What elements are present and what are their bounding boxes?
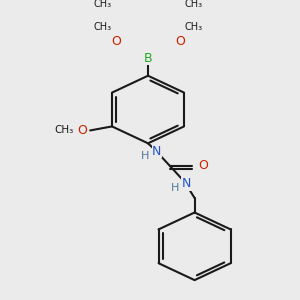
Text: CH₃: CH₃ [184,22,203,32]
Text: N: N [152,145,162,158]
Text: CH₃: CH₃ [93,0,112,9]
Text: O: O [77,124,87,137]
Text: CH₃: CH₃ [55,125,74,135]
Text: O: O [111,35,121,48]
Text: O: O [199,159,208,172]
Text: O: O [175,35,185,48]
Text: H: H [141,151,149,161]
Text: B: B [144,52,152,64]
Text: N: N [182,177,191,190]
Text: CH₃: CH₃ [184,0,203,9]
Text: H: H [171,183,179,194]
Text: CH₃: CH₃ [93,22,112,32]
